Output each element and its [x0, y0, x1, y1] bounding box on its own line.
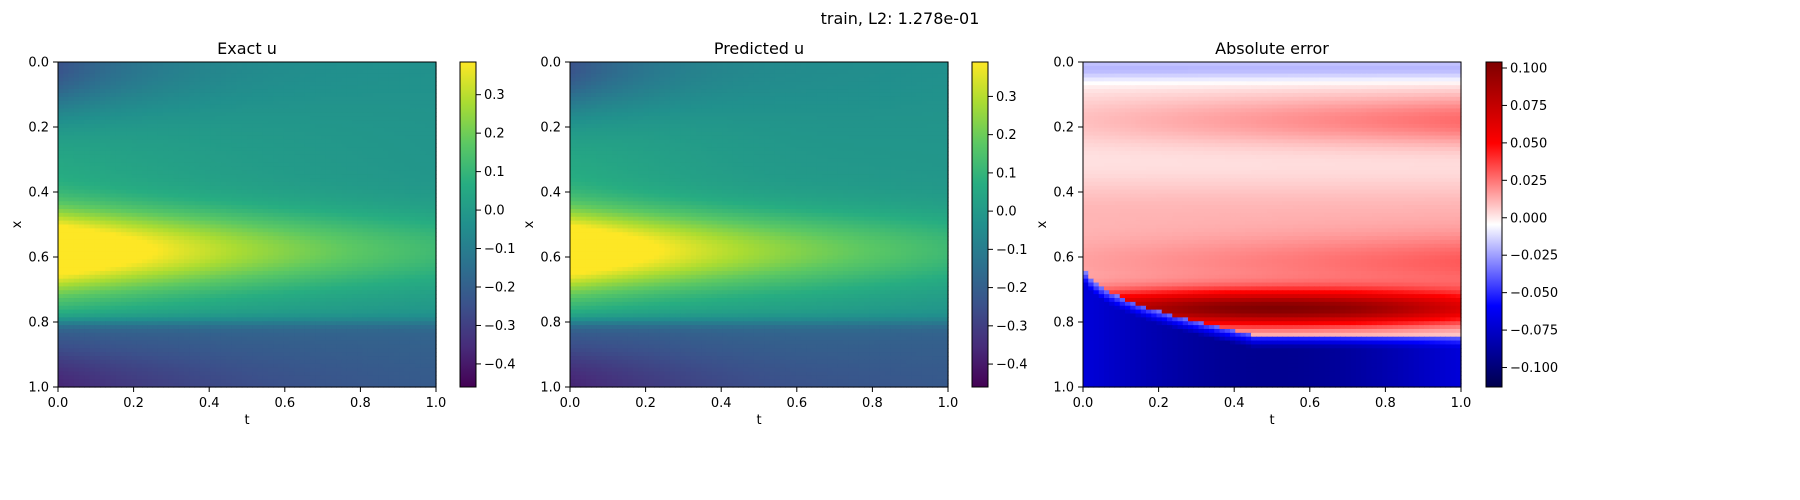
y-tick-label: 0.8 — [28, 316, 49, 331]
colorbar-gradient — [971, 61, 989, 388]
colorbar-tick-label: 0.1 — [996, 166, 1017, 181]
y-axis-label: x — [522, 220, 537, 228]
panel-title: Exact u — [217, 39, 277, 58]
y-axis-label: x — [10, 220, 25, 228]
x-tick-label: 0.0 — [560, 396, 581, 411]
colorbar-tick-label: 0.025 — [1510, 174, 1547, 189]
axes-frame — [1082, 61, 1462, 388]
x-tick-label: 0.0 — [48, 396, 69, 411]
y-tick-label: 0.2 — [540, 121, 561, 136]
colorbar-gradient — [459, 61, 477, 388]
x-tick-label: 0.8 — [350, 396, 371, 411]
colorbar-tick-label: −0.3 — [996, 319, 1028, 334]
x-tick-label: 0.6 — [274, 396, 295, 411]
colorbar-tick-label: −0.025 — [1510, 249, 1558, 264]
colorbar-tick-label: −0.100 — [1510, 361, 1558, 376]
x-tick-label: 0.2 — [635, 396, 656, 411]
colorbar-tick-label: −0.075 — [1510, 324, 1558, 339]
axes-frame — [57, 61, 437, 388]
colorbar-tick-label: 0.100 — [1510, 61, 1547, 76]
panel-title: Absolute error — [1215, 39, 1329, 58]
colorbar-tick-label: 0.0 — [996, 205, 1017, 220]
figure-suptitle: train, L2: 1.278e-01 — [821, 9, 980, 28]
colorbar: −0.4 −0.3 −0.2 −0.1 0.0 0.1 0.2 0.3 — [459, 61, 516, 388]
x-tick-label: 0.2 — [1148, 396, 1169, 411]
x-tick-label: 0.0 — [1073, 396, 1094, 411]
colorbar-tick-label: −0.1 — [996, 243, 1028, 258]
y-tick-label: 1.0 — [1053, 381, 1074, 396]
x-tick-label: 0.4 — [1224, 396, 1245, 411]
y-tick-label: 0.0 — [1053, 56, 1074, 71]
x-axis-label: t — [244, 413, 249, 428]
colorbar-tick-label: 0.0 — [484, 204, 505, 219]
y-tick-label: 0.6 — [28, 251, 49, 266]
x-axis-label: t — [756, 413, 761, 428]
panel-title: Predicted u — [714, 39, 804, 58]
colorbar-tick-label: −0.1 — [484, 242, 516, 257]
colorbar-tick-label: −0.2 — [996, 281, 1028, 296]
y-tick-label: 1.0 — [28, 381, 49, 396]
colorbar-gradient — [1485, 61, 1503, 388]
colorbar-tick-label: 0.1 — [484, 165, 505, 180]
y-tick-label: 0.4 — [28, 186, 49, 201]
colorbar-tick-label: 0.2 — [484, 127, 505, 142]
panel-1: Exact u0.0 0.2 0.4 0.6 0.8 1.00.00.20.40.60.8… — [10, 39, 516, 428]
colorbar: −0.4 −0.3 −0.2 −0.1 0.0 0.1 0.2 0.3 — [971, 61, 1028, 388]
axes-frame — [569, 61, 949, 388]
x-tick-label: 0.2 — [123, 396, 144, 411]
y-tick-label: 0.0 — [28, 56, 49, 71]
y-tick-label: 0.8 — [540, 316, 561, 331]
x-tick-label: 0.4 — [711, 396, 732, 411]
colorbar-tick-label: 0.3 — [484, 88, 505, 103]
x-tick-label: 0.4 — [199, 396, 220, 411]
y-tick-label: 0.0 — [540, 56, 561, 71]
heatmap-image — [1083, 62, 1462, 388]
colorbar-tick-label: −0.050 — [1510, 286, 1558, 301]
heatmap-image — [570, 62, 949, 388]
y-tick-label: 1.0 — [540, 381, 561, 396]
x-tick-label: 0.6 — [786, 396, 807, 411]
y-tick-label: 0.2 — [28, 121, 49, 136]
colorbar-tick-label: 0.050 — [1510, 136, 1547, 151]
colorbar-tick-label: 0.3 — [996, 90, 1017, 105]
colorbar-tick-label: −0.4 — [996, 358, 1028, 373]
colorbar-tick-label: 0.075 — [1510, 99, 1547, 114]
colorbar-tick-label: −0.2 — [484, 281, 516, 296]
colorbar-tick-label: 0.000 — [1510, 211, 1547, 226]
x-tick-label: 1.0 — [426, 396, 447, 411]
y-tick-label: 0.6 — [540, 251, 561, 266]
y-tick-label: 0.4 — [540, 186, 561, 201]
y-tick-label: 0.6 — [1053, 251, 1074, 266]
heatmap-image — [58, 62, 437, 388]
panel-2: Predicted u0.0 0.2 0.4 0.6 0.8 1.00.00.20.40.… — [522, 39, 1028, 428]
y-axis-label: x — [1035, 220, 1050, 228]
x-tick-label: 0.8 — [1375, 396, 1396, 411]
colorbar-tick-label: −0.4 — [484, 357, 516, 372]
colorbar: −0.100 −0.075 −0.050 −0.025 0.000 0.025 0.050 0… — [1485, 61, 1558, 388]
x-axis-label: t — [1269, 413, 1274, 428]
x-tick-label: 1.0 — [1451, 396, 1472, 411]
x-tick-label: 0.6 — [1299, 396, 1320, 411]
colorbar-tick-label: −0.3 — [484, 319, 516, 334]
colorbar-tick-label: 0.2 — [996, 128, 1017, 143]
y-tick-label: 0.4 — [1053, 186, 1074, 201]
x-tick-label: 0.8 — [862, 396, 883, 411]
x-tick-label: 1.0 — [938, 396, 959, 411]
y-tick-label: 0.8 — [1053, 316, 1074, 331]
y-tick-label: 0.2 — [1053, 121, 1074, 136]
